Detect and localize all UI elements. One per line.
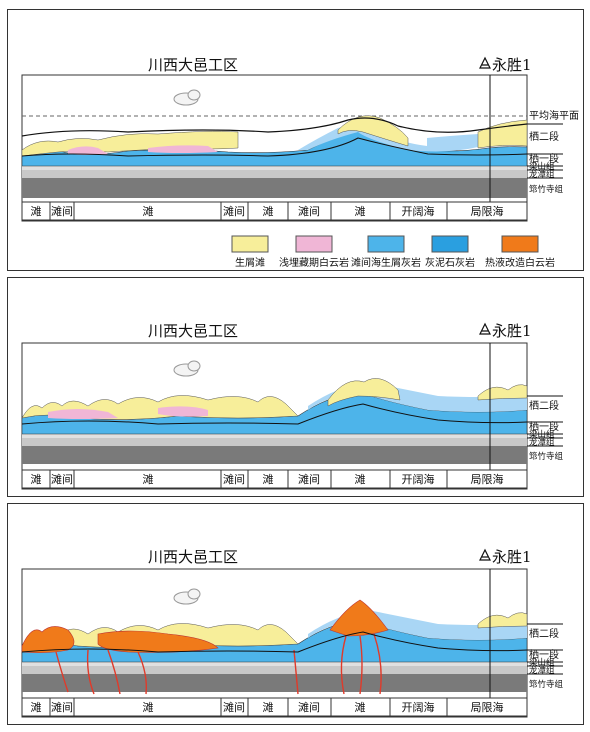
svg-text:滩间: 滩间 bbox=[298, 204, 320, 218]
qiongzhusi-layer bbox=[22, 178, 527, 198]
formation-longtan: 龙潭组 bbox=[529, 169, 555, 180]
svg-text:滩间: 滩间 bbox=[223, 700, 245, 714]
legend-item-bioclastic-limestone: 滩间海生屑灰岩 bbox=[351, 235, 421, 269]
svg-text:滩间: 滩间 bbox=[298, 472, 320, 486]
svg-text:滩: 滩 bbox=[143, 204, 154, 218]
panel-2-svg: 川西大邑工区 永胜1 栖二段 栖一段 梁山组 bbox=[21, 322, 564, 490]
shoal-mound bbox=[337, 115, 409, 147]
svg-text:滩: 滩 bbox=[263, 472, 274, 486]
svg-text:滩间海生屑灰岩: 滩间海生屑灰岩 bbox=[351, 256, 421, 269]
panel-title: 川西大邑工区 bbox=[148, 322, 238, 340]
well-symbol-icon bbox=[479, 56, 491, 69]
dolomite-patch-1 bbox=[68, 146, 108, 155]
svg-text:梁山组: 梁山组 bbox=[529, 657, 555, 668]
cloud-icon bbox=[173, 360, 201, 377]
svg-text:栖一段: 栖一段 bbox=[529, 420, 559, 433]
svg-text:滩: 滩 bbox=[263, 204, 274, 218]
panel-3-svg: 川西大邑工区 永胜1 bbox=[21, 548, 564, 718]
hydrothermal-body-1 bbox=[21, 626, 75, 653]
panel-1-svg: 川西大邑工区 永胜1 平均海平面 bbox=[21, 56, 579, 269]
svg-text:滩: 滩 bbox=[263, 700, 274, 714]
sea-level-label: 平均海平面 bbox=[529, 109, 579, 122]
panel-3: 川西大邑工区 永胜1 bbox=[7, 503, 584, 725]
well-name: 永胜1 bbox=[492, 322, 532, 340]
hydrothermal-body-2 bbox=[97, 630, 219, 653]
svg-text:开阔海: 开阔海 bbox=[402, 472, 435, 486]
panel-2: 川西大邑工区 永胜1 栖二段 栖一段 梁山组 bbox=[7, 277, 584, 497]
svg-text:栖一段: 栖一段 bbox=[529, 648, 559, 661]
well-symbol-icon bbox=[479, 548, 491, 561]
svg-text:开阔海: 开阔海 bbox=[402, 700, 435, 714]
svg-text:生屑滩: 生屑滩 bbox=[235, 256, 265, 269]
svg-text:滩间: 滩间 bbox=[51, 204, 73, 218]
legend-item-shoal: 生屑滩 bbox=[231, 235, 269, 269]
svg-text:局限海: 局限海 bbox=[471, 700, 504, 714]
formation-liangshan: 梁山组 bbox=[529, 161, 555, 172]
legend-item-dolomite: 浅埋藏期白云岩 bbox=[279, 235, 349, 269]
svg-text:栖二段: 栖二段 bbox=[529, 399, 559, 412]
hydrothermal-mound bbox=[329, 599, 389, 637]
svg-text:滩: 滩 bbox=[355, 472, 366, 486]
panel-1: 川西大邑工区 永胜1 平均海平面 bbox=[7, 9, 584, 271]
formation-qixia1: 栖一段 bbox=[529, 152, 559, 165]
panel-title: 川西大邑工区 bbox=[148, 548, 238, 566]
cloud-icon bbox=[173, 89, 201, 106]
svg-text:滩间: 滩间 bbox=[223, 204, 245, 218]
svg-text:局限海: 局限海 bbox=[471, 472, 504, 486]
fluid-conduits bbox=[55, 633, 382, 695]
svg-text:梁山组: 梁山组 bbox=[529, 429, 555, 440]
dolomite-patch-2 bbox=[148, 145, 218, 153]
svg-text:滩间: 滩间 bbox=[51, 472, 73, 486]
cloud-icon bbox=[173, 588, 201, 605]
svg-text:龙潭组: 龙潭组 bbox=[529, 665, 555, 676]
svg-text:滩: 滩 bbox=[143, 472, 154, 486]
longtan-layer bbox=[22, 170, 527, 178]
svg-text:局限海: 局限海 bbox=[471, 204, 504, 218]
svg-text:滩: 滩 bbox=[143, 700, 154, 714]
svg-text:浅埋藏期白云岩: 浅埋藏期白云岩 bbox=[279, 256, 349, 269]
well-name: 永胜1 bbox=[492, 56, 532, 74]
svg-text:滩: 滩 bbox=[31, 472, 42, 486]
svg-text:开阔海: 开阔海 bbox=[402, 204, 435, 218]
svg-text:滩: 滩 bbox=[31, 204, 42, 218]
formation-qixia2: 栖二段 bbox=[529, 130, 559, 143]
svg-text:栖二段: 栖二段 bbox=[529, 627, 559, 640]
svg-text:滩: 滩 bbox=[31, 700, 42, 714]
formation-labels: 栖二段 栖一段 梁山组 龙潭组 筇竹寺组 bbox=[527, 623, 564, 690]
facies-strip: 滩 滩间 滩 滩间 滩 滩间 滩 开阔海 局限海 bbox=[21, 469, 528, 489]
svg-text:滩间: 滩间 bbox=[223, 472, 245, 486]
well-name: 永胜1 bbox=[492, 548, 532, 566]
formation-labels: 栖二段 栖一段 梁山组 龙潭组 筇竹寺组 bbox=[527, 395, 564, 462]
panel-title: 川西大邑工区 bbox=[148, 56, 238, 74]
svg-text:滩间: 滩间 bbox=[298, 700, 320, 714]
legend: 生屑滩 浅埋藏期白云岩 滩间海生屑灰岩 灰泥石灰岩 热液改造白云岩 bbox=[231, 235, 555, 269]
liangshan-layer bbox=[22, 166, 527, 170]
facies-strip: 滩 滩间 滩 滩间 滩 滩间 滩 开阔海 局限海 bbox=[21, 697, 528, 717]
svg-text:筇竹寺组: 筇竹寺组 bbox=[529, 679, 564, 690]
formation-labels: 栖二段 栖一段 梁山组 龙潭组 筇竹寺组 bbox=[527, 123, 564, 195]
svg-text:灰泥石灰岩: 灰泥石灰岩 bbox=[425, 256, 475, 269]
facies-strip: 滩 滩间 滩 滩间 滩 滩间 滩 开阔海 局限海 bbox=[21, 201, 528, 221]
formation-qiongzhusi: 筇竹寺组 bbox=[529, 184, 564, 195]
svg-text:滩: 滩 bbox=[355, 204, 366, 218]
legend-item-hydrothermal: 热液改造白云岩 bbox=[485, 235, 555, 269]
svg-text:滩间: 滩间 bbox=[51, 700, 73, 714]
svg-text:筇竹寺组: 筇竹寺组 bbox=[529, 451, 564, 462]
svg-text:热液改造白云岩: 热液改造白云岩 bbox=[485, 256, 555, 269]
svg-text:龙潭组: 龙潭组 bbox=[529, 437, 555, 448]
legend-item-mud-limestone: 灰泥石灰岩 bbox=[425, 235, 475, 269]
svg-text:滩: 滩 bbox=[355, 700, 366, 714]
well-symbol-icon bbox=[479, 322, 491, 335]
